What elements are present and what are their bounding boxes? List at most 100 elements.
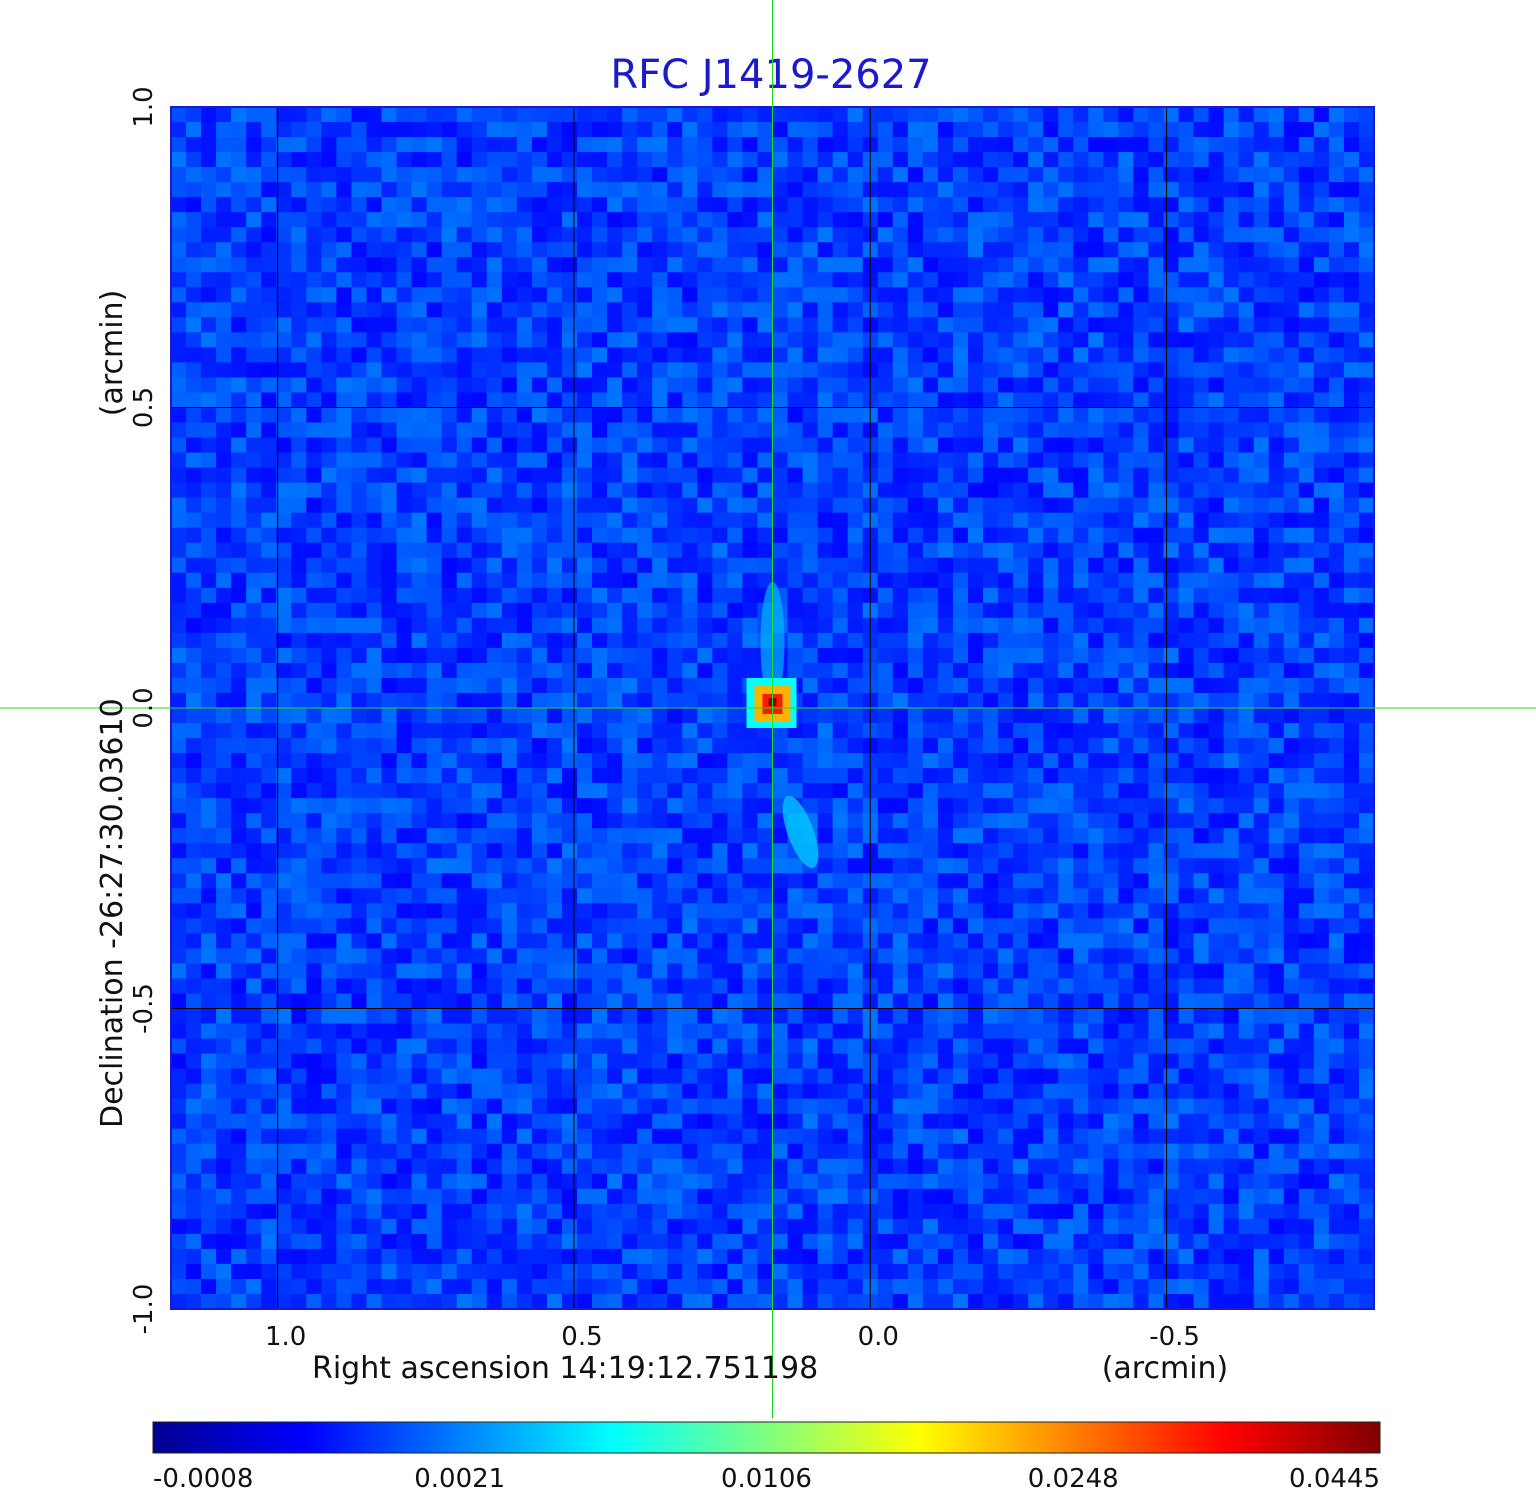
heatmap-cell bbox=[1088, 1278, 1104, 1295]
heatmap-cell bbox=[877, 1278, 894, 1295]
heatmap-cell bbox=[366, 227, 383, 243]
heatmap-cell bbox=[757, 1173, 774, 1190]
heatmap-cell bbox=[276, 1293, 292, 1309]
heatmap-cell bbox=[998, 167, 1014, 183]
heatmap-cell bbox=[261, 1008, 277, 1025]
heatmap-cell bbox=[501, 813, 518, 829]
heatmap-cell bbox=[456, 843, 473, 859]
heatmap-cell bbox=[186, 227, 202, 243]
heatmap-cell bbox=[952, 227, 969, 243]
heatmap-cell bbox=[441, 212, 458, 228]
heatmap-cell bbox=[877, 1023, 894, 1040]
heatmap-cell bbox=[501, 1113, 518, 1130]
heatmap-cell bbox=[967, 1248, 984, 1265]
heatmap-cell bbox=[1058, 272, 1074, 288]
heatmap-cell bbox=[1103, 302, 1119, 318]
heatmap-cell bbox=[186, 647, 202, 664]
heatmap-cell bbox=[186, 692, 202, 709]
heatmap-cell bbox=[336, 437, 353, 454]
heatmap-cell bbox=[577, 272, 593, 288]
heatmap-cell bbox=[787, 497, 804, 514]
heatmap-cell bbox=[607, 647, 623, 664]
heatmap-cell bbox=[261, 512, 277, 529]
heatmap-cell bbox=[1073, 587, 1089, 604]
heatmap-cell bbox=[652, 798, 668, 814]
heatmap-cell bbox=[561, 242, 578, 258]
heatmap-cell bbox=[231, 1263, 247, 1280]
heatmap-cell bbox=[577, 197, 593, 213]
heatmap-cell bbox=[607, 557, 623, 574]
heatmap-cell bbox=[892, 167, 909, 183]
heatmap-cell bbox=[246, 302, 262, 318]
heatmap-cell bbox=[712, 798, 728, 814]
heatmap-cell bbox=[561, 587, 578, 604]
heatmap-cell bbox=[306, 392, 322, 409]
heatmap-cell bbox=[381, 768, 398, 784]
heatmap-cell bbox=[1103, 542, 1119, 559]
heatmap-cell bbox=[922, 843, 939, 859]
heatmap-cell bbox=[682, 963, 698, 980]
heatmap-cell bbox=[1013, 1128, 1029, 1145]
heatmap-cell bbox=[336, 963, 353, 980]
heatmap-cell bbox=[216, 512, 232, 529]
heatmap-cell bbox=[426, 407, 443, 424]
heatmap-cell bbox=[772, 1173, 789, 1190]
heatmap-cell bbox=[171, 242, 187, 258]
heatmap-cell bbox=[1058, 723, 1074, 739]
heatmap-cell bbox=[1073, 1083, 1089, 1100]
heatmap-cell bbox=[652, 1143, 668, 1160]
heatmap-cell bbox=[516, 557, 533, 574]
heatmap-cell bbox=[772, 242, 789, 258]
heatmap-cell bbox=[697, 662, 713, 679]
heatmap-cell bbox=[682, 302, 698, 318]
heatmap-cell bbox=[757, 167, 774, 183]
heatmap-cell bbox=[306, 347, 322, 364]
heatmap-cell bbox=[937, 347, 954, 364]
heatmap-cell bbox=[456, 437, 473, 454]
heatmap-cell bbox=[171, 1053, 187, 1070]
heatmap-cell bbox=[983, 783, 999, 799]
heatmap-cell bbox=[667, 107, 683, 123]
heatmap-cell bbox=[817, 1203, 834, 1220]
heatmap-cell bbox=[501, 197, 518, 213]
heatmap-cell bbox=[682, 167, 698, 183]
heatmap-cell bbox=[396, 768, 413, 784]
heatmap-cell bbox=[727, 978, 744, 995]
heatmap-cell bbox=[577, 1188, 593, 1205]
heatmap-cell bbox=[907, 1173, 924, 1190]
heatmap-cell bbox=[637, 437, 653, 454]
heatmap-cell bbox=[622, 993, 638, 1010]
heatmap-cell bbox=[742, 1128, 759, 1145]
heatmap-cell bbox=[246, 602, 262, 619]
heatmap-cell bbox=[531, 287, 548, 303]
heatmap-cell bbox=[561, 1038, 578, 1055]
heatmap-cell bbox=[276, 1248, 292, 1265]
heatmap-cell bbox=[246, 317, 262, 333]
heatmap-cell bbox=[366, 753, 383, 769]
heatmap-cell bbox=[246, 753, 262, 769]
heatmap-cell bbox=[516, 1293, 533, 1309]
heatmap-cell bbox=[561, 392, 578, 409]
heatmap-cell bbox=[291, 392, 307, 409]
heatmap-cell bbox=[441, 332, 458, 349]
heatmap-cell bbox=[396, 437, 413, 454]
heatmap-cell bbox=[426, 677, 443, 694]
heatmap-cell bbox=[922, 527, 939, 544]
heatmap-cell bbox=[186, 963, 202, 980]
heatmap-cell bbox=[922, 197, 939, 213]
heatmap-cell bbox=[577, 903, 593, 919]
heatmap-cell bbox=[817, 512, 834, 529]
heatmap-cell bbox=[967, 1068, 984, 1085]
heatmap-cell bbox=[772, 963, 789, 980]
heatmap-cell bbox=[577, 107, 593, 123]
heatmap-cell bbox=[727, 167, 744, 183]
heatmap-cell bbox=[486, 1173, 503, 1190]
heatmap-cell bbox=[967, 768, 984, 784]
heatmap-cell bbox=[952, 287, 969, 303]
heatmap-cell bbox=[892, 632, 909, 649]
heatmap-cell bbox=[351, 1263, 368, 1280]
heatmap-cell bbox=[396, 978, 413, 995]
heatmap-cell bbox=[607, 572, 623, 589]
heatmap-cell bbox=[577, 392, 593, 409]
heatmap-cell bbox=[937, 798, 954, 814]
